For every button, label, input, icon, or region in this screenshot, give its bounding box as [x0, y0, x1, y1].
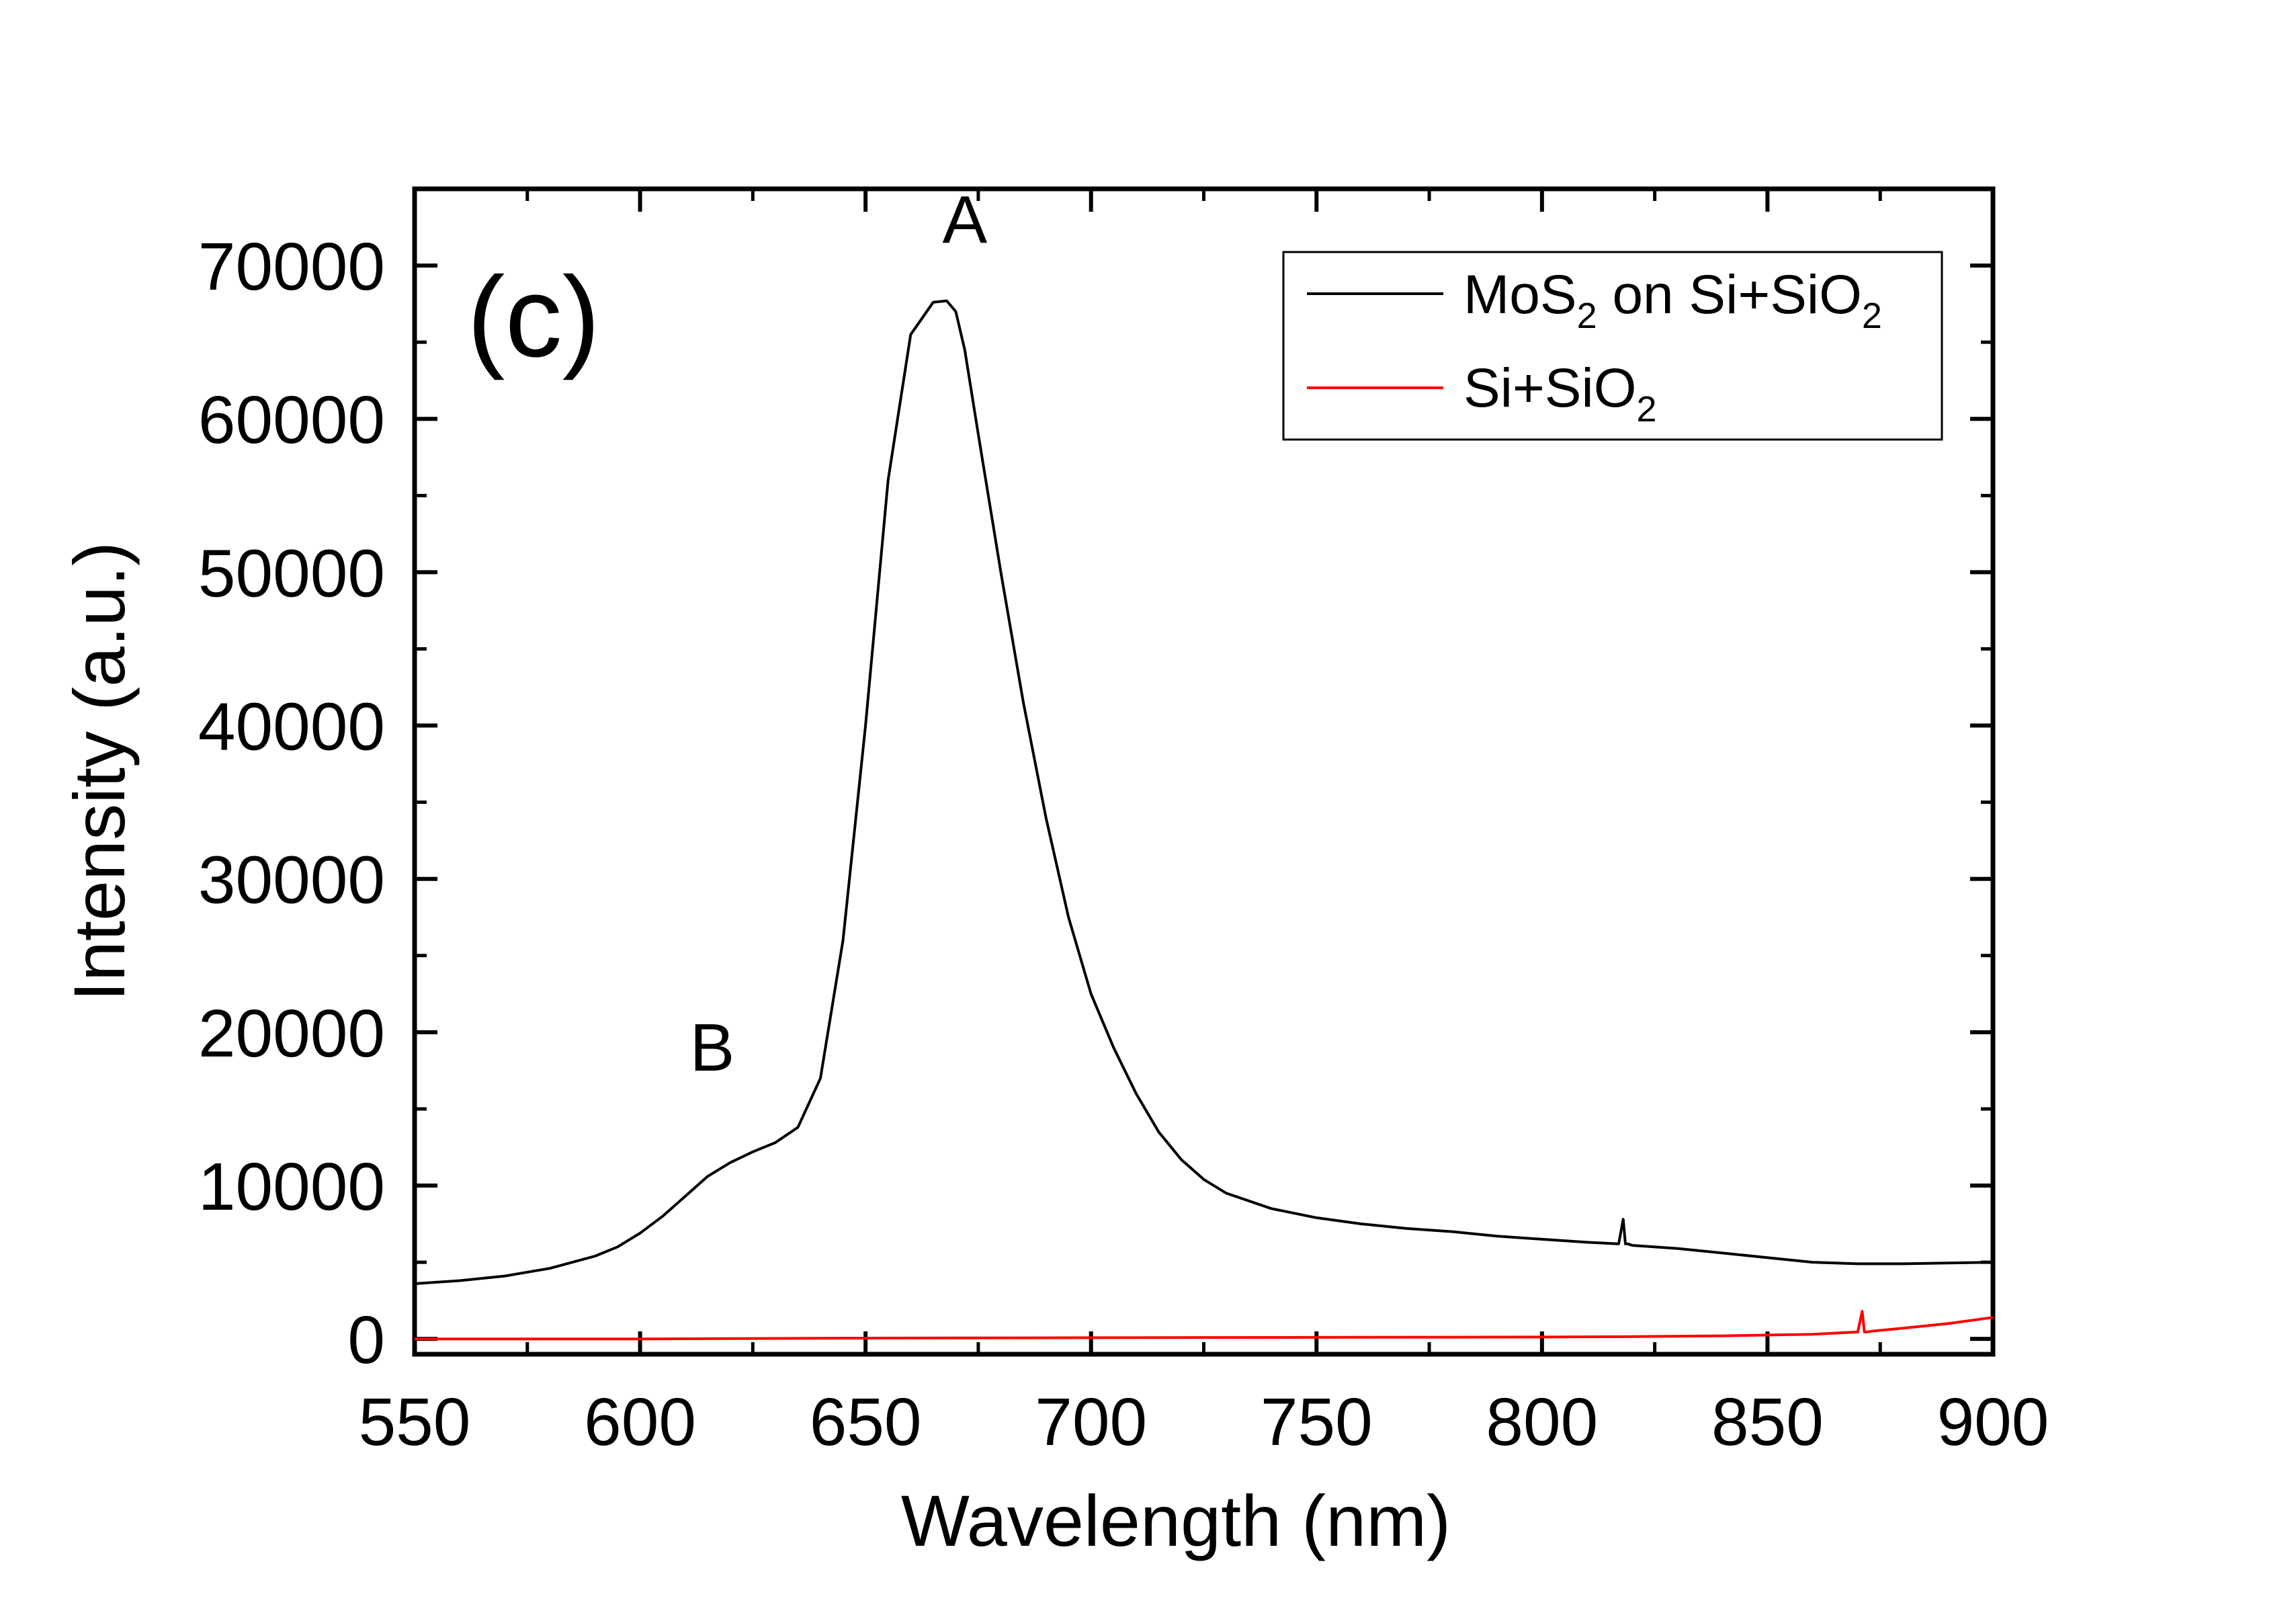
x-tick-label: 850 — [1711, 1384, 1824, 1460]
x-tick-label: 600 — [584, 1384, 696, 1460]
legend-label-si-sio2: Si+SiO2 — [1463, 358, 1657, 429]
x-tick-label: 550 — [359, 1384, 471, 1460]
x-tick-label: 800 — [1486, 1384, 1598, 1460]
y-tick-label: 20000 — [198, 996, 385, 1071]
y-tick-label: 70000 — [198, 229, 385, 304]
y-tick-label: 0 — [347, 1302, 385, 1378]
panel-label: (c) — [467, 253, 600, 381]
peak-b-annotation: B — [690, 1010, 735, 1085]
x-tick-label: 900 — [1937, 1384, 2049, 1460]
y-tick-label: 50000 — [198, 536, 385, 611]
y-tick-label: 40000 — [198, 690, 385, 765]
y-tick-label: 30000 — [198, 843, 385, 918]
legend-label-mos2: MoS2 on Si+SiO2 — [1463, 264, 1882, 336]
series-group — [414, 299, 1994, 1341]
x-axis: 550 600 650 700 750 800 850 900 — [359, 189, 2049, 1460]
x-tick-label: 700 — [1035, 1384, 1147, 1460]
series-line-si-sio2 — [415, 1310, 1994, 1341]
y-axis: 0 10000 20000 30000 40000 50000 60000 70000 — [198, 187, 1993, 1378]
y-tick-label: 60000 — [198, 382, 385, 458]
peak-a-annotation: A — [942, 182, 987, 257]
legend-box — [1282, 251, 1943, 441]
series-line-mos2 — [414, 299, 1994, 1285]
y-tick-label: 10000 — [198, 1149, 385, 1225]
x-axis-title: Wavelength (nm) — [901, 1480, 1451, 1561]
legend: MoS2 on Si+SiO2 Si+SiO2 — [1282, 251, 1943, 441]
x-tick-label: 650 — [810, 1384, 922, 1460]
x-tick-label: 750 — [1261, 1384, 1373, 1460]
y-axis-title: Intensity (a.u.) — [58, 542, 140, 1001]
